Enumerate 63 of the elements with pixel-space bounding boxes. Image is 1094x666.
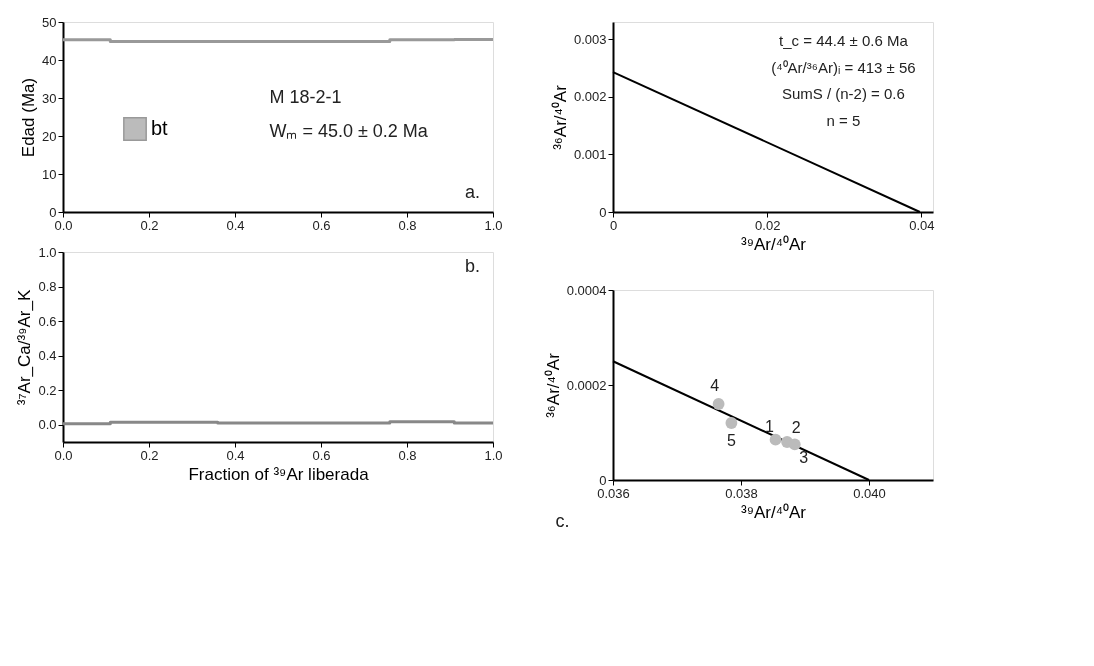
x-tick-label: 0.4 — [226, 447, 245, 463]
x-axis-title: ³⁹Ar/⁴⁰Ar — [741, 234, 807, 254]
point — [725, 417, 738, 429]
x-tick-label: 0.02 — [755, 217, 781, 233]
x-axis-title: ³⁹Ar/⁴⁰Ar — [741, 502, 807, 522]
x-tick-label: 0.036 — [597, 485, 630, 501]
x-tick-label: 0.8 — [398, 447, 417, 463]
annotation: t_c = 44.4 ± 0.6 Ma — [779, 32, 909, 49]
y-axis-title: ³⁶Ar/⁴⁰Ar — [543, 352, 563, 418]
annotation: b. — [465, 256, 481, 277]
x-tick-label: 0.8 — [398, 217, 417, 233]
y-tick-label: 40 — [42, 52, 57, 68]
y-tick-label: 0.6 — [38, 313, 57, 329]
y-tick-label: 0.8 — [38, 279, 57, 295]
annotation: 2 — [791, 419, 801, 436]
x-tick-label: 1.0 — [484, 217, 503, 233]
x-tick-label: 0.0 — [54, 447, 73, 463]
annotation: 5 — [726, 432, 736, 449]
y-tick-label: 0.4 — [38, 348, 57, 364]
point — [769, 433, 782, 446]
x-tick-label: 0.0 — [54, 217, 73, 233]
x-tick-label: 0.6 — [312, 217, 331, 233]
y-tick-label: 1.0 — [38, 244, 57, 260]
legend-label: bt — [151, 117, 169, 139]
x-tick-label: 0.2 — [140, 217, 159, 233]
y-axis-title: ³⁷Ar_Ca/³⁹Ar_K — [15, 289, 35, 406]
annotation: 3 — [799, 449, 809, 467]
y-tick-label: 30 — [42, 90, 57, 106]
y-tick-label: 0.002 — [573, 89, 607, 105]
annotation: a. — [465, 182, 481, 202]
y-tick-label: 0.2 — [38, 382, 57, 398]
y-tick-label: 0.0 — [38, 417, 57, 433]
y-tick-label: 50 — [42, 14, 57, 30]
point — [712, 398, 725, 410]
text: c. — [555, 510, 570, 531]
x-tick-label: 0.4 — [226, 217, 245, 233]
y-tick-label: 0 — [599, 472, 607, 488]
x-tick-label: 0.6 — [312, 447, 331, 463]
x-tick-label: 0.040 — [853, 485, 886, 501]
x-tick-label: 1.0 — [484, 447, 503, 463]
y-tick-label: 0.003 — [573, 31, 607, 47]
x-tick-label: 0.038 — [725, 485, 758, 501]
annotation: Wₘ = 45.0 ± 0.2 Ma — [269, 121, 429, 142]
annotation: SumS / (n-2) = 0.6 — [781, 85, 905, 103]
y-tick-label: 0 — [49, 204, 57, 220]
annotation: 4 — [710, 377, 720, 394]
point — [788, 438, 801, 451]
y-axis-title: Edad (Ma) — [19, 77, 39, 158]
y-tick-label: 0.0004 — [566, 282, 607, 298]
y-tick-label: 10 — [42, 166, 57, 182]
annotation: n = 5 — [826, 111, 861, 129]
annotation: (⁴⁰Ar/³⁶Ar)ᵢ = 413 ± 56 — [771, 58, 916, 76]
annotation: M 18-2-1 — [269, 87, 342, 107]
x-axis-title: Fraction of ³⁹Ar liberada — [188, 464, 370, 484]
y-tick-label: 0 — [599, 204, 607, 220]
y-axis-title: ³⁶Ar/⁴⁰Ar — [550, 84, 570, 150]
x-tick-label: 0.04 — [909, 217, 935, 233]
x-tick-label: 0.2 — [140, 447, 159, 463]
y-tick-label: 0.001 — [573, 146, 607, 162]
x-tick-label: 0 — [609, 217, 618, 233]
annotation: 1 — [765, 417, 775, 435]
y-tick-label: 20 — [42, 128, 57, 144]
y-tick-label: 0.0002 — [566, 377, 607, 393]
